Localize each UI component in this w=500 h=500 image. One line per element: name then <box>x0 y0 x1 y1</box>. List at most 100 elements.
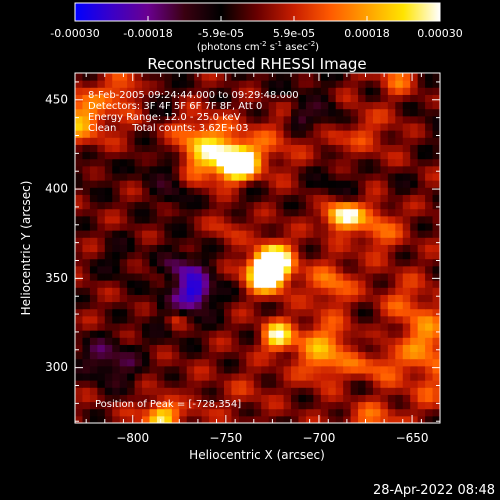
heatmap-cell <box>209 244 218 253</box>
heatmap-cell <box>358 330 367 338</box>
heatmap-cell <box>358 280 367 288</box>
heatmap-cell <box>276 344 285 353</box>
heatmap-cell <box>417 273 426 281</box>
heatmap-cell <box>425 230 434 238</box>
heatmap-cell <box>305 394 314 403</box>
heatmap-cell <box>179 151 188 160</box>
heatmap-cell <box>432 373 440 381</box>
heatmap-cell <box>89 287 98 295</box>
heatmap-cell <box>283 337 292 345</box>
heatmap-cell <box>298 358 307 367</box>
heatmap-cell <box>253 294 262 303</box>
heatmap-cell <box>365 165 374 174</box>
heatmap-cell <box>305 387 314 395</box>
heatmap-cell <box>268 194 277 203</box>
heatmap-cell <box>291 265 299 274</box>
heatmap-cell <box>201 244 210 253</box>
heatmap-cell <box>380 130 389 138</box>
heatmap-cell <box>164 223 173 231</box>
heatmap-cell <box>156 165 165 174</box>
heatmap-cell <box>328 87 337 95</box>
heatmap-cell <box>350 301 359 310</box>
heatmap-cell <box>89 380 98 388</box>
colorbar-tick-label: 5.9e-05 <box>273 27 315 40</box>
heatmap-cell <box>395 101 404 110</box>
heatmap-cell <box>119 330 128 338</box>
annotation-energy-range: Energy Range: 12.0 - 25.0 keV <box>88 112 241 123</box>
heatmap-cell <box>432 265 440 274</box>
heatmap-cell <box>223 408 232 417</box>
heatmap-cell <box>372 208 381 217</box>
heatmap-cell <box>89 308 98 317</box>
heatmap-cell <box>142 115 150 124</box>
heatmap-cell <box>149 308 158 317</box>
heatmap-cell <box>283 323 292 331</box>
heatmap-cell <box>231 251 240 260</box>
heatmap-cell <box>209 144 218 153</box>
heatmap-cell <box>127 201 136 210</box>
heatmap-cell <box>313 237 322 245</box>
heatmap-cell <box>305 251 314 260</box>
heatmap-cell <box>343 330 352 338</box>
heatmap-cell <box>89 251 98 260</box>
heatmap-cell <box>313 101 322 110</box>
heatmap-cell <box>425 330 434 338</box>
heatmap-cell <box>291 87 299 95</box>
heatmap-cell <box>395 73 404 81</box>
heatmap-cell <box>380 251 389 260</box>
heatmap-cell <box>246 294 255 303</box>
heatmap-cell <box>238 301 247 310</box>
heatmap-cell <box>209 308 218 317</box>
heatmap-cell <box>261 108 270 117</box>
heatmap-cell <box>164 244 173 253</box>
heatmap-cell <box>298 394 307 403</box>
heatmap-cell <box>365 230 374 238</box>
heatmap-cell <box>276 173 285 181</box>
heatmap-cell <box>186 273 195 281</box>
heatmap-cell <box>119 94 128 103</box>
heatmap-cell <box>425 158 434 167</box>
heatmap-cell <box>261 323 270 331</box>
heatmap-cell <box>149 258 158 267</box>
heatmap-cell <box>305 315 314 324</box>
heatmap-cell <box>97 144 106 153</box>
heatmap-cell <box>223 158 232 167</box>
heatmap-cell <box>179 301 188 310</box>
heatmap-cell <box>104 315 113 324</box>
heatmap-cell <box>171 280 180 288</box>
heatmap-cell <box>417 115 426 124</box>
heatmap-cell <box>179 287 188 295</box>
heatmap-cell <box>335 180 344 188</box>
heatmap-cell <box>89 301 98 310</box>
heatmap-cell <box>164 230 173 238</box>
heatmap-cell <box>417 187 426 195</box>
heatmap-cell <box>350 101 359 110</box>
heatmap-cell <box>402 223 411 231</box>
heatmap-cell <box>313 151 322 160</box>
heatmap-cell <box>149 401 158 410</box>
heatmap-cell <box>82 280 91 288</box>
heatmap-cell <box>97 123 106 131</box>
heatmap-cell <box>89 415 98 423</box>
heatmap-cell <box>276 123 285 131</box>
heatmap-cell <box>149 373 158 381</box>
heatmap-cell <box>425 365 434 374</box>
heatmap-cell <box>417 108 426 117</box>
heatmap-cell <box>291 323 299 331</box>
heatmap-cell <box>410 351 419 360</box>
heatmap-cell <box>291 415 299 423</box>
heatmap-cell <box>313 173 322 181</box>
heatmap-cell <box>283 123 292 131</box>
heatmap-cell <box>432 415 440 423</box>
heatmap-cell <box>358 123 367 131</box>
heatmap-cell <box>425 137 434 145</box>
heatmap-cell <box>387 187 396 195</box>
heatmap-cell <box>283 294 292 303</box>
heatmap-cell <box>246 308 255 317</box>
y-tick-labels: 300 350 400 450 <box>45 92 68 374</box>
heatmap-cell <box>209 194 218 203</box>
heatmap-cell <box>104 308 113 317</box>
heatmap-cell <box>127 323 136 331</box>
heatmap-cell <box>142 315 150 324</box>
heatmap-cell <box>343 144 352 153</box>
